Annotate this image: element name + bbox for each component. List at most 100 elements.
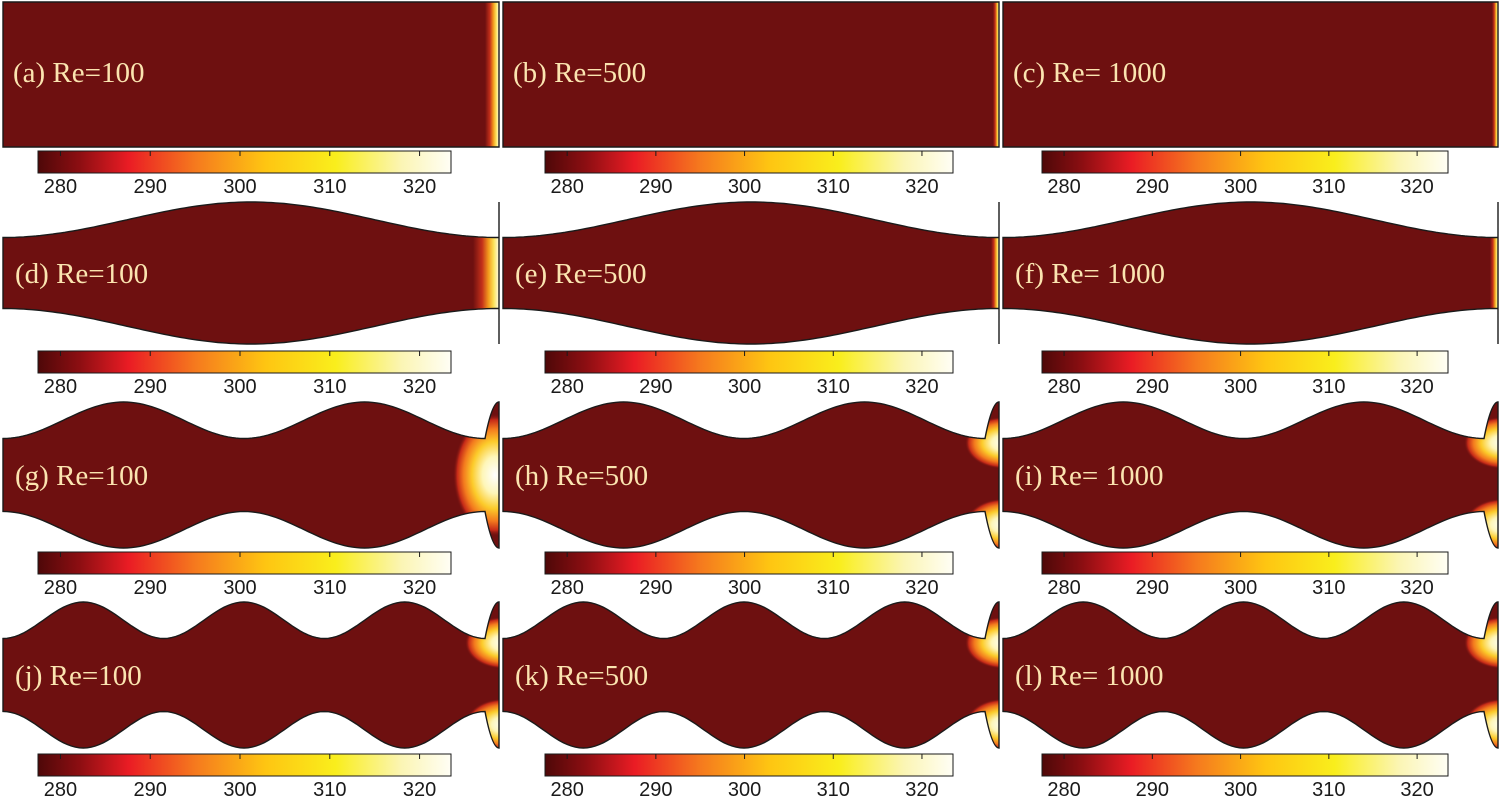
colorbar-tick-label: 290 xyxy=(1136,376,1169,398)
channel-outline xyxy=(2,201,500,345)
colorbar-tick-label: 290 xyxy=(1136,176,1169,198)
colorbar-gradient xyxy=(37,753,452,777)
panel-label: (g) Re=100 xyxy=(15,460,148,492)
channel-outline xyxy=(1002,201,1499,345)
colorbar-tick-label: 320 xyxy=(905,176,938,198)
colorbar: 280 290 300 310 320 xyxy=(1041,753,1449,801)
colorbar-tick-label: 290 xyxy=(134,779,167,801)
colorbar-gradient xyxy=(37,150,452,174)
colorbar-tick-label: 290 xyxy=(639,577,672,599)
colorbar-gradient xyxy=(544,753,954,777)
temperature-field xyxy=(503,2,999,147)
colorbar: 280 290 300 310 320 xyxy=(1041,350,1449,398)
colorbar-tick-label: 280 xyxy=(44,779,77,801)
colorbar-tick-label: 300 xyxy=(728,376,761,398)
temperature-field xyxy=(3,602,499,748)
colorbar-tick-label: 280 xyxy=(1047,376,1080,398)
colorbar-tick-label: 290 xyxy=(639,176,672,198)
colorbar-tick-label: 320 xyxy=(905,577,938,599)
panel-j: (j) Re=100 xyxy=(2,601,500,749)
colorbar-tick-label: 290 xyxy=(639,376,672,398)
colorbar-tick-label: 280 xyxy=(550,176,583,198)
colorbar: 280 290 300 310 320 xyxy=(1041,551,1449,599)
colorbar-tick-label: 320 xyxy=(905,376,938,398)
colorbar-tick-label: 280 xyxy=(44,577,77,599)
panel-c: (c) Re= 1000 xyxy=(1002,1,1499,148)
outlet-hot-zone xyxy=(453,413,499,537)
temperature-field xyxy=(1003,2,1498,147)
colorbar: 280 290 300 310 320 xyxy=(37,753,452,801)
panel-label: (i) Re= 1000 xyxy=(1015,460,1163,492)
colorbar: 280 290 300 310 320 xyxy=(544,753,954,801)
colorbar: 280 290 300 310 320 xyxy=(544,551,954,599)
colorbar-tick-label: 320 xyxy=(1400,376,1433,398)
panel-label: (a) Re=100 xyxy=(13,57,145,89)
panel-e: (e) Re=500 xyxy=(502,201,1000,345)
colorbar-tick-label: 290 xyxy=(639,779,672,801)
colorbar-tick-label: 290 xyxy=(1136,779,1169,801)
panel-d: (d) Re=100 xyxy=(2,201,500,345)
channel-outline xyxy=(502,201,1000,345)
colorbar-tick-label: 280 xyxy=(550,376,583,398)
colorbar-tick-label: 280 xyxy=(44,376,77,398)
colorbar-tick-label: 320 xyxy=(403,376,436,398)
colorbar-tick-label: 290 xyxy=(134,577,167,599)
channel-outline xyxy=(502,401,1000,549)
outlet-hot-zone xyxy=(1490,202,1498,344)
panel-f: (f) Re= 1000 xyxy=(1002,201,1499,345)
colorbar-tick-label: 320 xyxy=(1400,176,1433,198)
colorbar-tick-label: 300 xyxy=(223,176,256,198)
colorbar-tick-label: 310 xyxy=(313,176,346,198)
colorbar-tick-label: 280 xyxy=(1047,577,1080,599)
panel-b: (b) Re=500 xyxy=(502,1,1000,148)
colorbar-gradient xyxy=(37,350,452,374)
panel-k: (k) Re=500 xyxy=(502,601,1000,749)
panel-h: (h) Re=500 xyxy=(502,401,1000,549)
panel-l: (l) Re= 1000 xyxy=(1002,601,1499,749)
colorbar: 280 290 300 310 320 xyxy=(1041,150,1449,198)
colorbar-tick-label: 290 xyxy=(134,376,167,398)
colorbar-tick-label: 320 xyxy=(905,779,938,801)
colorbar-tick-label: 280 xyxy=(550,779,583,801)
colorbar: 280 290 300 310 320 xyxy=(37,551,452,599)
colorbar-gradient xyxy=(37,551,452,575)
panel-label: (k) Re=500 xyxy=(515,660,648,692)
colorbar-tick-label: 310 xyxy=(1312,176,1345,198)
colorbar-tick-label: 310 xyxy=(313,779,346,801)
colorbar-tick-label: 310 xyxy=(817,577,850,599)
colorbar-tick-label: 300 xyxy=(728,779,761,801)
colorbar-tick-label: 300 xyxy=(223,779,256,801)
colorbar-tick-label: 310 xyxy=(313,376,346,398)
panel-label: (d) Re=100 xyxy=(15,258,148,290)
colorbar: 280 290 300 310 320 xyxy=(544,150,954,198)
panel-label: (h) Re=500 xyxy=(515,460,648,492)
panel-label: (e) Re=500 xyxy=(515,258,647,290)
colorbar-tick-label: 310 xyxy=(817,779,850,801)
channel-outline xyxy=(1002,1,1499,148)
channel-outline xyxy=(502,601,1000,749)
colorbar: 280 290 300 310 320 xyxy=(544,350,954,398)
colorbar-tick-label: 280 xyxy=(550,577,583,599)
channel-outline xyxy=(502,1,1000,148)
panel-label: (f) Re= 1000 xyxy=(1015,258,1165,290)
colorbar-tick-label: 310 xyxy=(817,176,850,198)
colorbar-tick-label: 310 xyxy=(817,376,850,398)
colorbar-tick-label: 300 xyxy=(728,176,761,198)
colorbar-tick-label: 290 xyxy=(134,176,167,198)
colorbar-tick-label: 320 xyxy=(403,176,436,198)
colorbar-tick-label: 280 xyxy=(44,176,77,198)
panel-i: (i) Re= 1000 xyxy=(1002,401,1499,549)
temperature-field xyxy=(1003,602,1498,748)
outlet-hot-zone xyxy=(473,202,499,344)
colorbar-tick-label: 290 xyxy=(1136,577,1169,599)
colorbar: 280 290 300 310 320 xyxy=(37,150,452,198)
colorbar: 280 290 300 310 320 xyxy=(37,350,452,398)
colorbar-gradient xyxy=(1041,150,1449,174)
panel-label: (j) Re=100 xyxy=(15,660,142,692)
colorbar-gradient xyxy=(544,150,954,174)
outlet-hot-zone xyxy=(993,2,999,147)
panel-label: (l) Re= 1000 xyxy=(1015,660,1163,692)
channel-outline xyxy=(1002,601,1499,749)
colorbar-tick-label: 300 xyxy=(1224,779,1257,801)
